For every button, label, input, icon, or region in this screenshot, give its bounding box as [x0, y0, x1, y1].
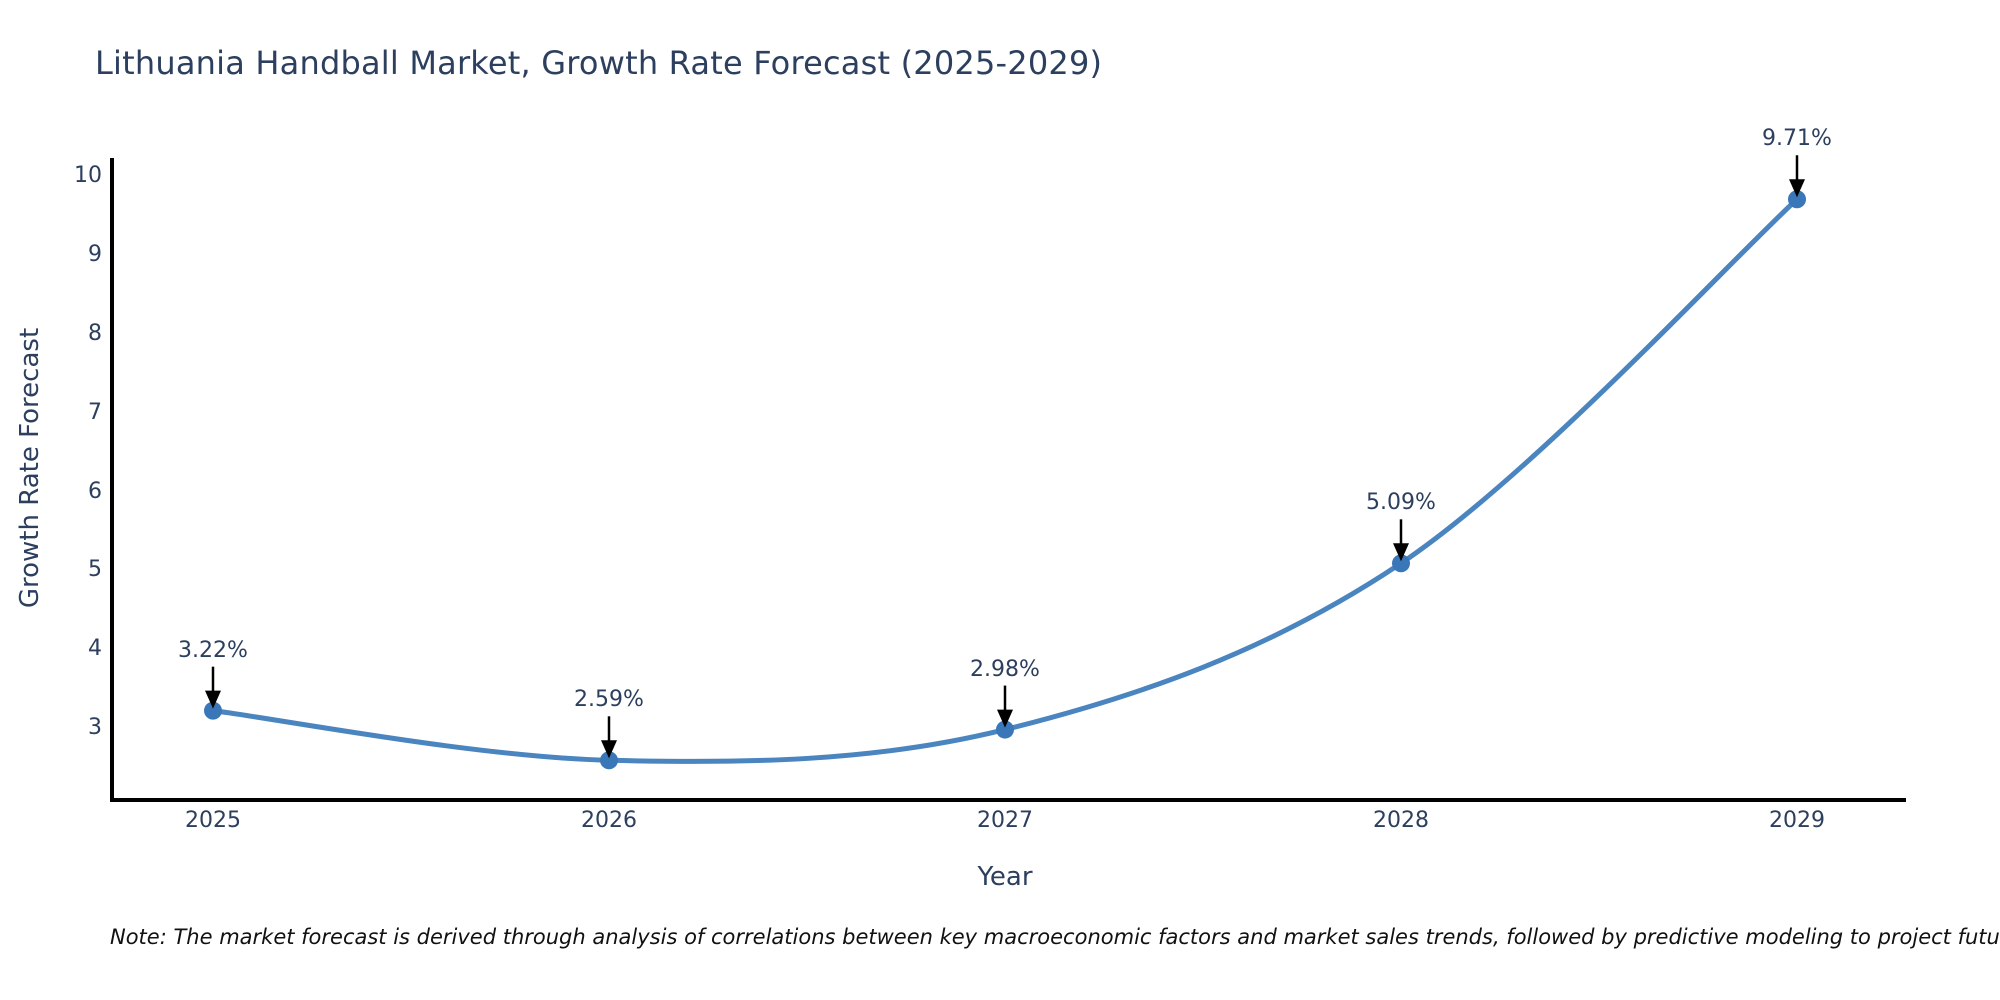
- data-point-marker: [1788, 190, 1806, 209]
- y-tick-label: 3: [88, 715, 102, 740]
- y-tick-label: 6: [88, 478, 102, 504]
- data-point-marker: [996, 720, 1014, 739]
- x-tick-label: 2025: [185, 808, 241, 833]
- y-tick-label: 5: [88, 557, 102, 583]
- y-tick-label: 9: [88, 242, 102, 268]
- data-point-marker: [600, 751, 618, 770]
- data-point-marker: [1392, 554, 1410, 573]
- y-tick-label: 7: [88, 399, 102, 425]
- trend-line: [210, 196, 1800, 764]
- point-value-label: 2.59%: [574, 687, 644, 713]
- annotation-arrow-head: [997, 709, 1013, 728]
- y-axis-title: Growth Rate Forecast: [15, 327, 45, 609]
- annotation-arrow-head: [1393, 543, 1409, 562]
- y-tick-label: 10: [74, 163, 102, 189]
- x-tick-label: 2027: [977, 808, 1033, 833]
- point-value-label: 9.71%: [1762, 126, 1832, 152]
- point-value-label: 3.22%: [178, 637, 248, 663]
- annotation-arrow-head: [205, 690, 221, 709]
- point-value-label: 5.09%: [1366, 490, 1436, 516]
- x-axis-title: Year: [977, 862, 1033, 892]
- annotation-arrow-head: [1789, 179, 1805, 198]
- x-tick-label: 2029: [1769, 808, 1825, 833]
- x-tick-label: 2028: [1373, 808, 1429, 833]
- y-tick-label: 4: [88, 636, 102, 662]
- chart-title: Lithuania Handball Market, Growth Rate F…: [95, 44, 1103, 82]
- annotation-arrow-head: [601, 740, 617, 759]
- x-tick-label: 2026: [581, 808, 637, 833]
- data-point-marker: [204, 701, 222, 720]
- footnote: Note: The market forecast is derived thr…: [110, 925, 2000, 949]
- y-tick-label: 8: [88, 321, 102, 346]
- point-value-label: 2.98%: [970, 656, 1040, 682]
